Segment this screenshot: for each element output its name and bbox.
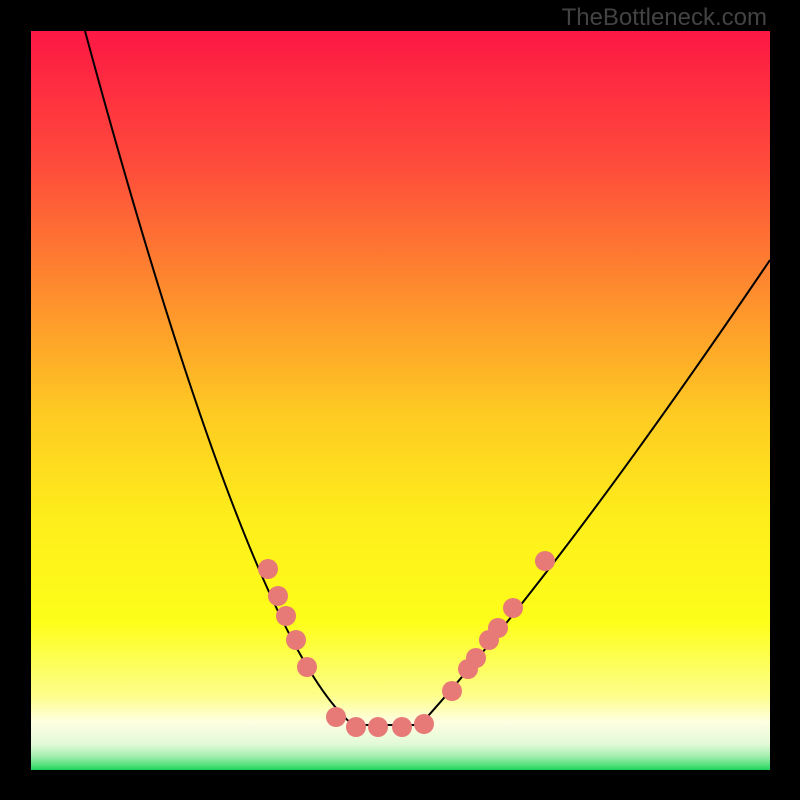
data-marker: [368, 717, 388, 737]
data-marker: [326, 707, 346, 727]
data-marker: [276, 606, 296, 626]
watermark-text: TheBottleneck.com: [562, 4, 767, 32]
data-marker: [503, 598, 523, 618]
data-marker: [442, 681, 462, 701]
data-marker: [414, 714, 434, 734]
data-marker: [286, 630, 306, 650]
curve-layer: [31, 31, 770, 770]
data-marker: [346, 717, 366, 737]
data-marker: [392, 717, 412, 737]
data-marker: [466, 648, 486, 668]
data-marker: [258, 559, 278, 579]
plot-area: [31, 31, 770, 770]
marker-group: [258, 551, 555, 737]
data-marker: [268, 586, 288, 606]
data-marker: [297, 657, 317, 677]
chart-canvas: TheBottleneck.com: [0, 0, 800, 800]
data-marker: [488, 618, 508, 638]
bottleneck-curve: [85, 31, 770, 725]
data-marker: [535, 551, 555, 571]
